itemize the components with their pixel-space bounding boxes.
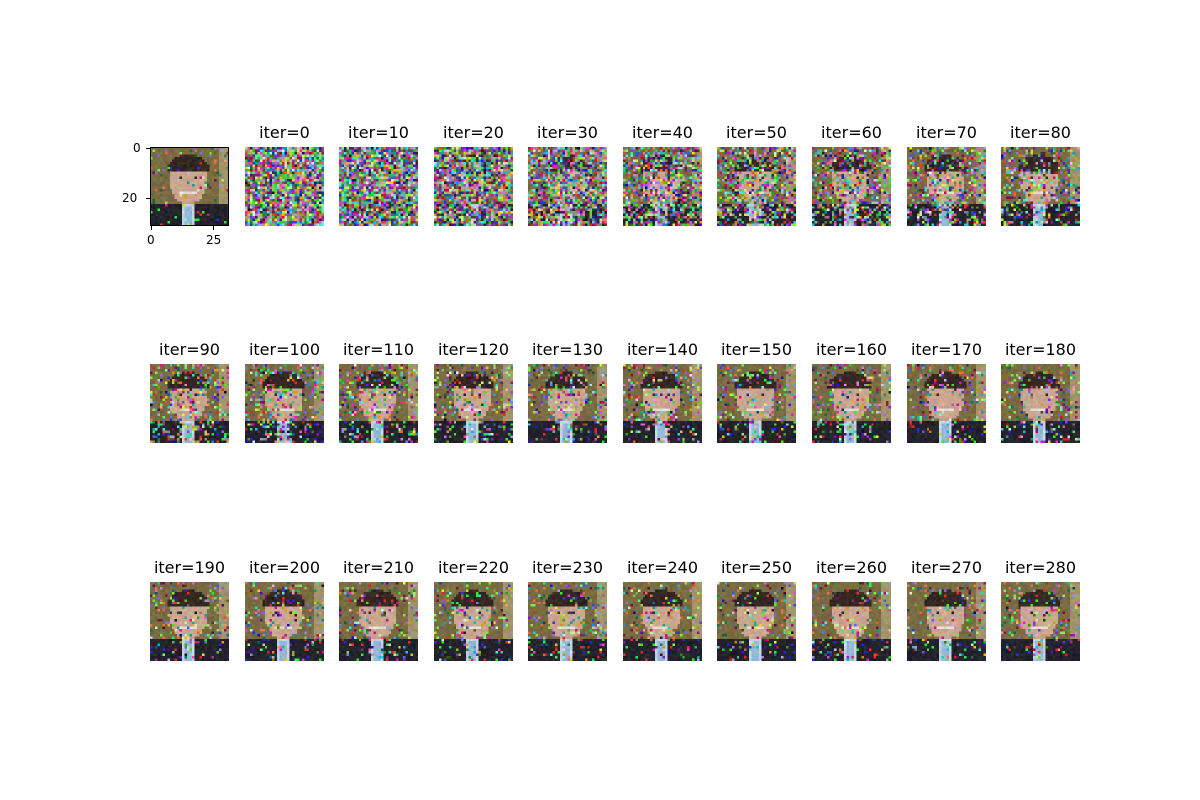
iteration-image-canvas: [339, 364, 418, 443]
panel-title: iter=60: [821, 123, 882, 142]
iteration-image-canvas: [150, 582, 229, 661]
iteration-image-canvas: [623, 582, 702, 661]
iteration-image-canvas: [150, 364, 229, 443]
iteration-image-canvas: [339, 582, 418, 661]
iteration-image: [434, 582, 513, 661]
iteration-image-canvas: [245, 364, 324, 443]
iteration-image: [717, 147, 796, 226]
panel-title: iter=170: [910, 340, 983, 359]
iteration-image: [907, 147, 986, 226]
panel-title: iter=190: [153, 558, 226, 577]
iteration-image-canvas: [812, 582, 891, 661]
panel-title: iter=240: [626, 558, 699, 577]
panel-title: iter=30: [537, 123, 598, 142]
iteration-image-canvas: [245, 147, 324, 226]
iteration-image: [245, 147, 324, 226]
panel-title: iter=40: [632, 123, 693, 142]
x-tick-mark-25: [213, 226, 214, 230]
panel-title: iter=130: [531, 340, 604, 359]
iteration-image-canvas: [907, 364, 986, 443]
iteration-image-canvas: [717, 364, 796, 443]
iteration-image-canvas: [812, 364, 891, 443]
iteration-image-canvas: [434, 147, 513, 226]
iteration-image: [907, 364, 986, 443]
iteration-image: [1001, 364, 1080, 443]
iteration-image-canvas: [812, 147, 891, 226]
panel-title: iter=120: [437, 340, 510, 359]
x-tick-mark-0: [151, 226, 152, 230]
panel-title: iter=180: [1004, 340, 1077, 359]
iteration-image: [717, 364, 796, 443]
y-tick-label-20: 20: [122, 191, 138, 205]
y-tick-mark-0: [146, 148, 150, 149]
iteration-image: [434, 147, 513, 226]
panel-title: iter=270: [910, 558, 983, 577]
iteration-image: [812, 147, 891, 226]
panel-title: iter=0: [259, 123, 310, 142]
iteration-image: [245, 364, 324, 443]
iteration-image-canvas: [623, 147, 702, 226]
panel-title: iter=20: [443, 123, 504, 142]
x-tick-label-25: 25: [206, 233, 222, 247]
iteration-image-canvas: [717, 582, 796, 661]
iteration-image-canvas: [1001, 364, 1080, 443]
panel-title: iter=230: [531, 558, 604, 577]
iteration-image: [717, 582, 796, 661]
panel-title: iter=90: [159, 340, 220, 359]
panel-title: iter=260: [815, 558, 888, 577]
iteration-image: [339, 147, 418, 226]
x-tick-label-0: 0: [147, 233, 155, 247]
iteration-image: [150, 364, 229, 443]
original-image: [150, 147, 229, 226]
panel-title: iter=160: [815, 340, 888, 359]
panel-title: iter=280: [1004, 558, 1077, 577]
panel-title: iter=80: [1010, 123, 1071, 142]
iteration-image: [812, 582, 891, 661]
iteration-image-canvas: [339, 147, 418, 226]
iteration-image-canvas: [434, 364, 513, 443]
iteration-image: [623, 147, 702, 226]
iteration-image: [150, 582, 229, 661]
panel-title: iter=210: [342, 558, 415, 577]
iteration-image-canvas: [434, 582, 513, 661]
iteration-image-canvas: [907, 147, 986, 226]
iteration-image: [623, 582, 702, 661]
panel-title: iter=110: [342, 340, 415, 359]
iteration-image-canvas: [245, 582, 324, 661]
iteration-image: [339, 582, 418, 661]
iteration-image: [907, 582, 986, 661]
iteration-image: [1001, 582, 1080, 661]
iteration-image: [812, 364, 891, 443]
iteration-image: [528, 364, 607, 443]
iteration-image-canvas: [907, 582, 986, 661]
iteration-image: [245, 582, 324, 661]
iteration-image-canvas: [528, 582, 607, 661]
panel-title: iter=200: [248, 558, 321, 577]
iteration-image-canvas: [1001, 582, 1080, 661]
panel-title: iter=70: [916, 123, 977, 142]
panel-title: iter=100: [248, 340, 321, 359]
iteration-image-canvas: [1001, 147, 1080, 226]
iteration-image-canvas: [528, 147, 607, 226]
panel-title: iter=10: [348, 123, 409, 142]
panel-title: iter=250: [720, 558, 793, 577]
iteration-image: [528, 582, 607, 661]
y-tick-label-0: 0: [133, 141, 141, 155]
iteration-image: [1001, 147, 1080, 226]
panel-title: iter=50: [726, 123, 787, 142]
y-tick-mark-20: [146, 198, 150, 199]
iteration-image-canvas: [717, 147, 796, 226]
original-image-canvas: [150, 147, 229, 226]
panel-title: iter=150: [720, 340, 793, 359]
iteration-image: [623, 364, 702, 443]
panel-title: iter=140: [626, 340, 699, 359]
iteration-image: [339, 364, 418, 443]
iteration-image: [434, 364, 513, 443]
iteration-image-canvas: [528, 364, 607, 443]
iteration-image: [528, 147, 607, 226]
panel-title: iter=220: [437, 558, 510, 577]
iteration-image-canvas: [623, 364, 702, 443]
